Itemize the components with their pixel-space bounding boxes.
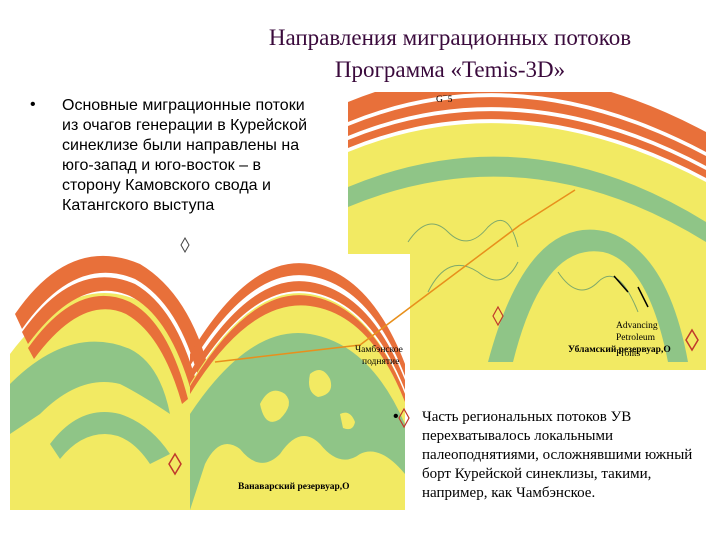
bullet-right: • xyxy=(393,408,399,425)
vanavar-reservoir-label: Ванаварский резервуар,O xyxy=(238,481,350,492)
orange-band xyxy=(28,295,188,404)
orange-band xyxy=(348,111,706,178)
migration-line xyxy=(214,224,521,363)
corner-mark: G¯5 xyxy=(436,94,453,105)
orange-band xyxy=(348,97,706,166)
green-reservoir-band xyxy=(190,333,405,510)
orange-band xyxy=(190,263,405,376)
title-line-1: Направления миграционных потоков xyxy=(268,25,632,50)
migration-line xyxy=(519,189,576,226)
orange-band xyxy=(15,255,210,384)
marker-icon xyxy=(685,328,699,352)
green-reservoir-band xyxy=(10,341,170,434)
orange-band xyxy=(348,92,706,152)
green-reservoir-band xyxy=(488,229,688,362)
chamben-label-line2: поднятие xyxy=(362,357,399,367)
marker-icon xyxy=(492,305,504,327)
green-reservoir-band xyxy=(50,412,170,464)
marker-icon xyxy=(398,407,410,429)
green-reservoir-band xyxy=(348,156,706,242)
left-text-block: Основные миграционные потоки из очагов г… xyxy=(62,97,308,214)
orange-band xyxy=(22,277,198,394)
page-title: Направления миграционных потоков Програм… xyxy=(200,22,700,86)
ublam-reservoir-label: Убламский резервуар,O xyxy=(568,344,671,355)
top-right-section-diagram: Advancing Petroleum Fronts G¯5 xyxy=(348,92,706,370)
right-text-block: Часть региональных потоков УВ перехватыв… xyxy=(422,409,693,501)
advancing-label: Advancing xyxy=(616,321,658,331)
bullet-left: • xyxy=(30,96,36,113)
orange-band xyxy=(190,281,405,390)
marker-icon xyxy=(168,452,182,476)
orange-band xyxy=(190,295,405,402)
title-line-2: Программа «Temis-3D» xyxy=(334,57,566,82)
chamben-label-line1: Чамбэнское xyxy=(355,344,403,355)
bottom-left-section-diagram xyxy=(10,254,410,510)
marker-icon xyxy=(180,236,190,254)
fronts-label: Fronts xyxy=(616,349,641,359)
petroleum-label: Petroleum xyxy=(616,333,656,343)
